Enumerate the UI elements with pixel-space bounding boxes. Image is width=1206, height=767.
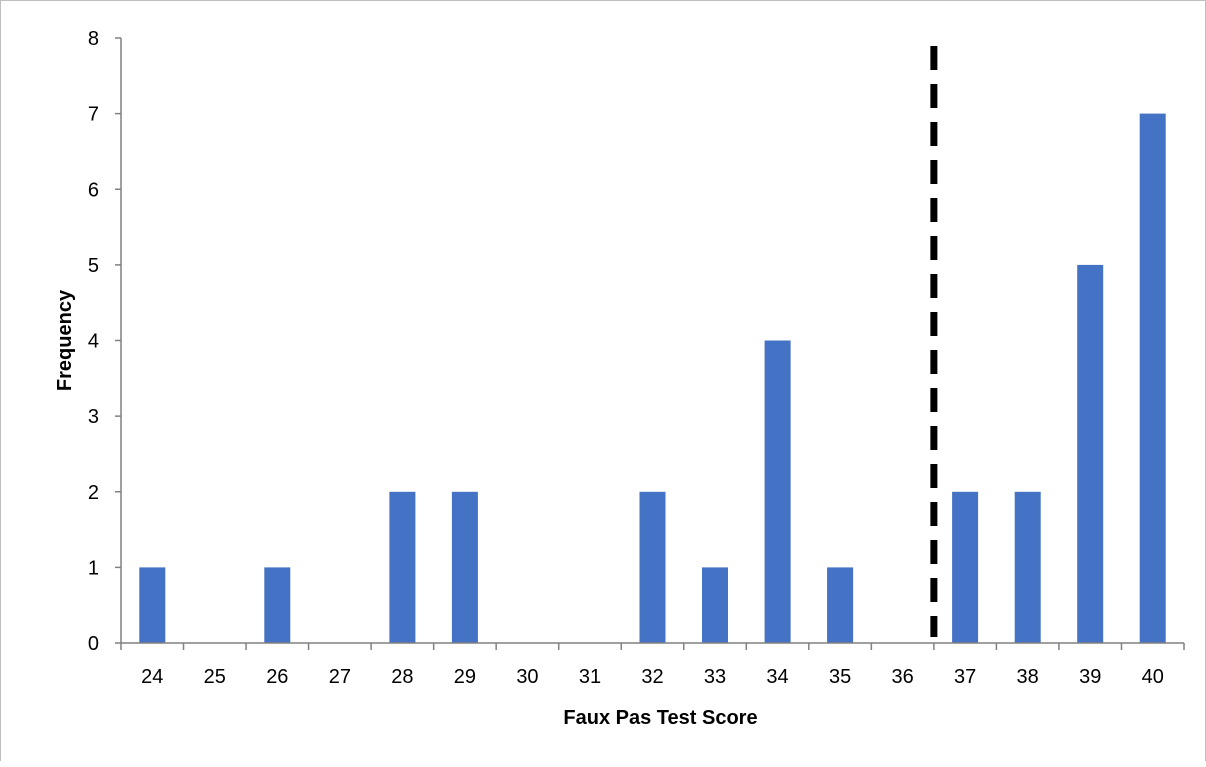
bar-34: [764, 340, 791, 643]
x-tick-label: 29: [454, 666, 476, 688]
x-tick-label: 39: [1079, 666, 1101, 688]
y-tick-label: 7: [88, 104, 99, 126]
bar-39: [1077, 264, 1104, 643]
x-ticks-layer: 24 25 26 27 28 29 30 31 32 33 34 35 36 37 38 39 40: [120, 643, 1185, 688]
bar-35: [827, 567, 854, 643]
x-tick-label: 40: [1142, 666, 1164, 688]
bar-24: [139, 567, 166, 643]
x-tick-label: 34: [766, 666, 788, 688]
bar-37: [952, 491, 979, 644]
x-tick-label: 28: [391, 666, 413, 688]
x-tick-label: 37: [954, 666, 976, 688]
y-axis-title: Frequency: [54, 289, 76, 391]
bar-28: [389, 491, 416, 644]
bar-26: [264, 567, 291, 643]
x-tick-label: 38: [1017, 666, 1039, 688]
x-axis-title: Faux Pas Test Score: [563, 707, 757, 729]
x-tick-label: 30: [516, 666, 538, 688]
x-tick-label: 26: [266, 666, 288, 688]
y-tick-label: 0: [88, 633, 99, 655]
y-tick-label: 5: [88, 255, 99, 277]
x-tick-label: 25: [204, 666, 226, 688]
y-tick-label: 1: [88, 557, 99, 579]
y-tick-label: 2: [88, 482, 99, 504]
x-tick-label: 27: [329, 666, 351, 688]
x-tick-label: 24: [141, 666, 163, 688]
bar-40: [1139, 113, 1166, 644]
x-tick-label: 35: [829, 666, 851, 688]
y-ticks-layer: 0 1 2 3 4 5 6 7 8: [88, 28, 121, 655]
bar-32: [639, 491, 666, 644]
y-tick-label: 4: [88, 331, 99, 353]
y-tick-label: 3: [88, 406, 99, 428]
x-tick-label: 33: [704, 666, 726, 688]
x-tick-label: 32: [641, 666, 663, 688]
bar-38: [1014, 491, 1041, 644]
x-tick-label: 36: [891, 666, 913, 688]
bars-layer: [139, 113, 1166, 644]
bar-33: [702, 567, 728, 643]
x-tick-label: 31: [579, 666, 601, 688]
y-tick-label: 6: [88, 179, 99, 201]
y-tick-label: 8: [88, 28, 99, 50]
bar-29: [451, 491, 478, 644]
